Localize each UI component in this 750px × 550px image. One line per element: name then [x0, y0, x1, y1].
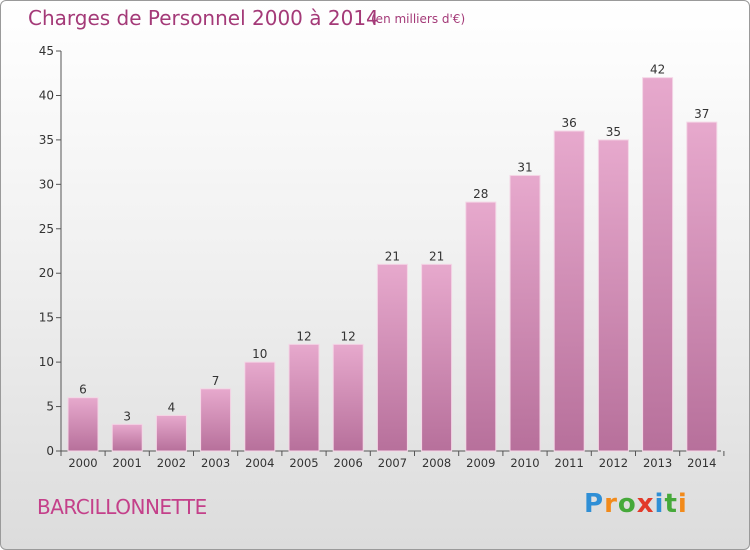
x-tick-label: 2006 [334, 456, 363, 470]
y-tick-label: 15 [39, 311, 54, 325]
y-tick-label: 35 [39, 133, 54, 147]
data-label: 7 [212, 374, 220, 388]
data-label: 36 [562, 116, 577, 130]
logo-letter: t [664, 489, 678, 519]
data-label: 12 [296, 329, 311, 343]
x-tick-label: 2008 [422, 456, 451, 470]
logo-letter: i [654, 489, 665, 519]
chart-subtitle: (en milliers d'€) [371, 12, 466, 26]
bar [642, 77, 674, 452]
data-label: 42 [650, 63, 665, 77]
y-tick-label: 0 [46, 444, 54, 458]
logo-letter: o [617, 489, 637, 519]
bar [288, 343, 320, 452]
data-label: 28 [473, 187, 488, 201]
bar [111, 423, 143, 452]
bar [421, 263, 453, 452]
chart-title: Charges de Personnel 2000 à 2014 [28, 6, 379, 30]
y-tick-label: 10 [39, 355, 54, 369]
x-tick-label: 2011 [555, 456, 584, 470]
y-tick-label: 25 [39, 222, 54, 236]
x-tick-label: 2003 [201, 456, 230, 470]
data-label: 37 [694, 107, 709, 121]
logo-letter: r [604, 489, 618, 519]
data-label: 3 [123, 409, 131, 423]
bar [200, 388, 232, 452]
data-label: 4 [168, 400, 176, 414]
bar [597, 139, 629, 452]
x-tick-label: 2010 [510, 456, 539, 470]
data-label: 6 [79, 383, 87, 397]
bar [553, 130, 585, 452]
bar [686, 121, 718, 452]
proxiti-logo: Proxiti [584, 489, 688, 519]
data-label: 21 [385, 249, 400, 263]
x-tick-label: 2012 [599, 456, 628, 470]
data-label: 31 [517, 160, 532, 174]
x-tick-label: 2000 [68, 456, 97, 470]
data-label: 12 [341, 329, 356, 343]
data-label: 35 [606, 125, 621, 139]
x-tick-label: 2009 [466, 456, 495, 470]
logo-letter: i [677, 489, 688, 519]
bar [509, 174, 541, 452]
y-tick-label: 40 [39, 88, 54, 102]
y-tick-label: 5 [46, 400, 54, 414]
x-tick-label: 2013 [643, 456, 672, 470]
bar [465, 201, 497, 452]
x-tick-label: 2001 [113, 456, 142, 470]
data-label: 10 [252, 347, 267, 361]
commune-name: BARCILLONNETTE [37, 495, 207, 519]
x-tick-label: 2005 [289, 456, 318, 470]
logo-letter: P [584, 489, 605, 519]
y-tick-label: 20 [39, 266, 54, 280]
bar [155, 414, 187, 452]
bar [67, 397, 99, 452]
x-tick-label: 2004 [245, 456, 274, 470]
x-tick-label: 2014 [687, 456, 716, 470]
bar [244, 361, 276, 452]
bar [376, 263, 408, 452]
bar [332, 343, 364, 452]
y-tick-label: 45 [39, 44, 54, 58]
y-tick-label: 30 [39, 177, 54, 191]
x-tick-label: 2002 [157, 456, 186, 470]
x-tick-label: 2007 [378, 456, 407, 470]
data-label: 21 [429, 249, 444, 263]
logo-letter: x [636, 489, 655, 519]
